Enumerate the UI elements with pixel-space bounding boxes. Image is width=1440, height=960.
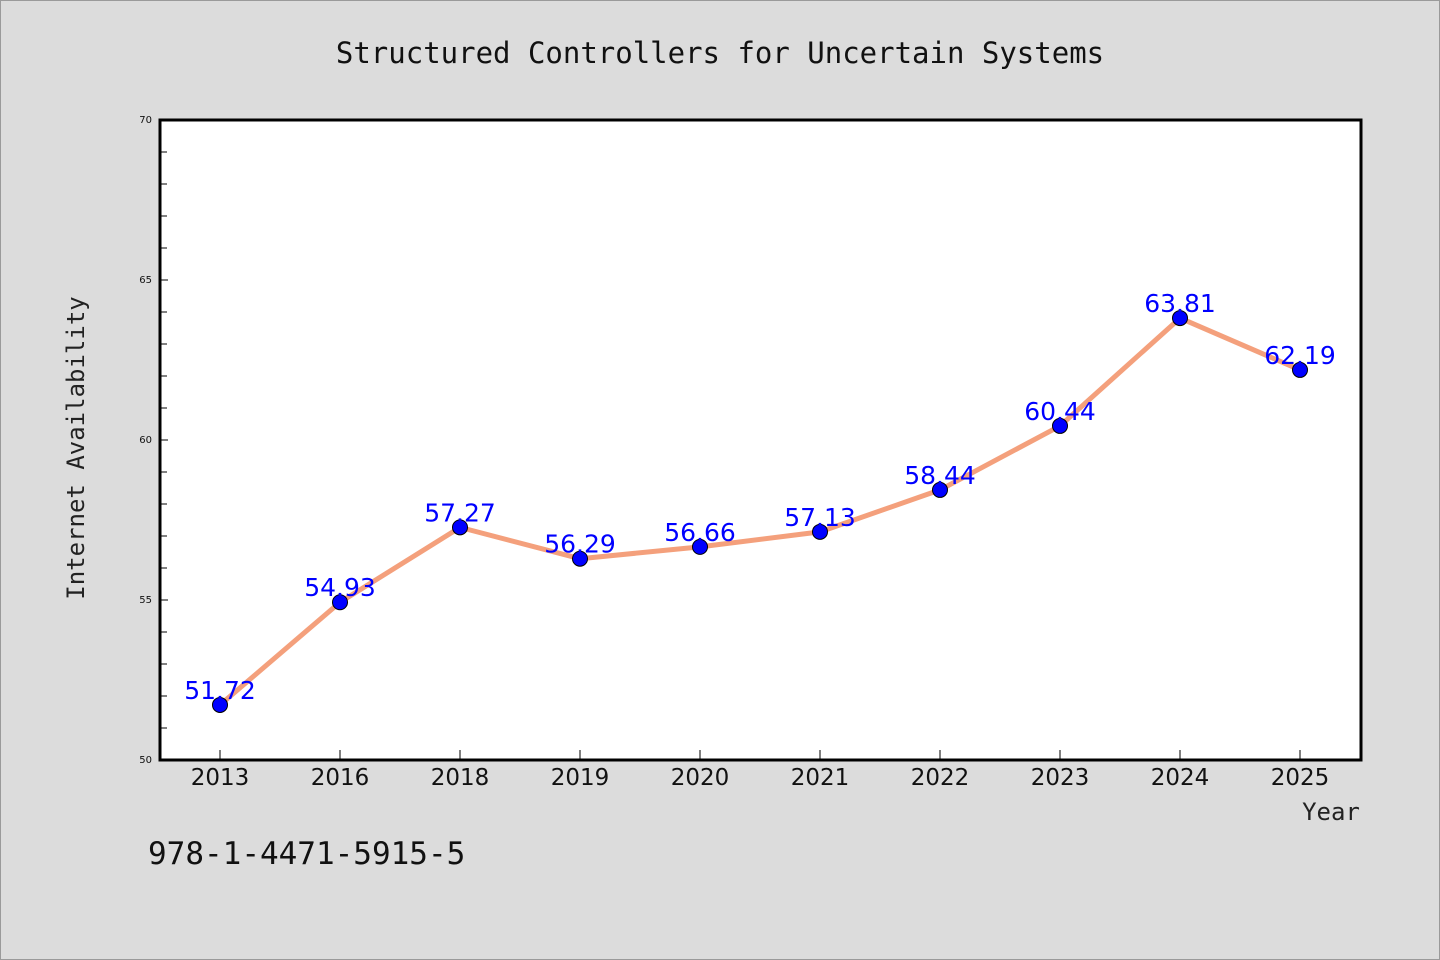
data-label: 62.19 [1264,341,1336,370]
data-point [932,481,948,498]
x-tick-label: 2022 [911,765,970,791]
data-label: 57.13 [784,503,856,532]
x-axis-label: Year [1302,798,1360,826]
data-point [212,696,228,713]
isbn-text: 978-1-4471-5915-5 [148,836,465,872]
plot-area [158,118,1363,762]
x-tick-label: 2024 [1151,765,1210,791]
x-tick-label: 2018 [431,765,490,791]
x-tick-label: 2020 [671,765,730,791]
y-tick-label: 60 [139,435,152,446]
data-label: 54.93 [304,573,376,602]
x-tick-label: 2025 [1271,765,1330,791]
data-label: 63.81 [1144,289,1216,318]
data-label: 58.44 [904,461,976,490]
data-point [1052,417,1068,434]
data-label: 51.72 [184,676,256,705]
x-tick-label: 2019 [551,765,610,791]
data-point [1292,361,1308,378]
data-label: 57.27 [424,498,496,527]
y-tick-label: 50 [139,755,152,766]
data-point [692,538,708,555]
series-layer: 51.72 54.93 57.27 56.29 56.66 57.13 58.44 60.44… [184,289,1336,713]
data-label: 56.29 [544,530,616,559]
y-tick-label: 70 [139,115,152,126]
y-axis: 50 55 60 65 70 [139,115,168,766]
series-line [217,315,1303,708]
chart-title: Structured Controllers for Uncertain Sys… [336,36,1104,70]
data-point [332,594,348,611]
x-tick-label: 2023 [1031,765,1090,791]
data-point [1172,310,1188,327]
data-label: 60.44 [1024,397,1096,426]
y-axis-label: Internet Availability [62,296,90,599]
x-tick-label: 2021 [791,765,850,791]
y-tick-label: 55 [139,595,152,606]
data-point [572,550,588,567]
data-point [452,519,468,536]
x-axis: 2013 2016 2018 2019 2020 2021 2022 2023 2024 2025 [191,750,1330,791]
y-tick-label: 65 [139,275,152,286]
data-label: 56.66 [664,518,736,547]
x-tick-label: 2016 [311,765,370,791]
x-tick-label: 2013 [191,765,250,791]
data-point [812,523,828,540]
